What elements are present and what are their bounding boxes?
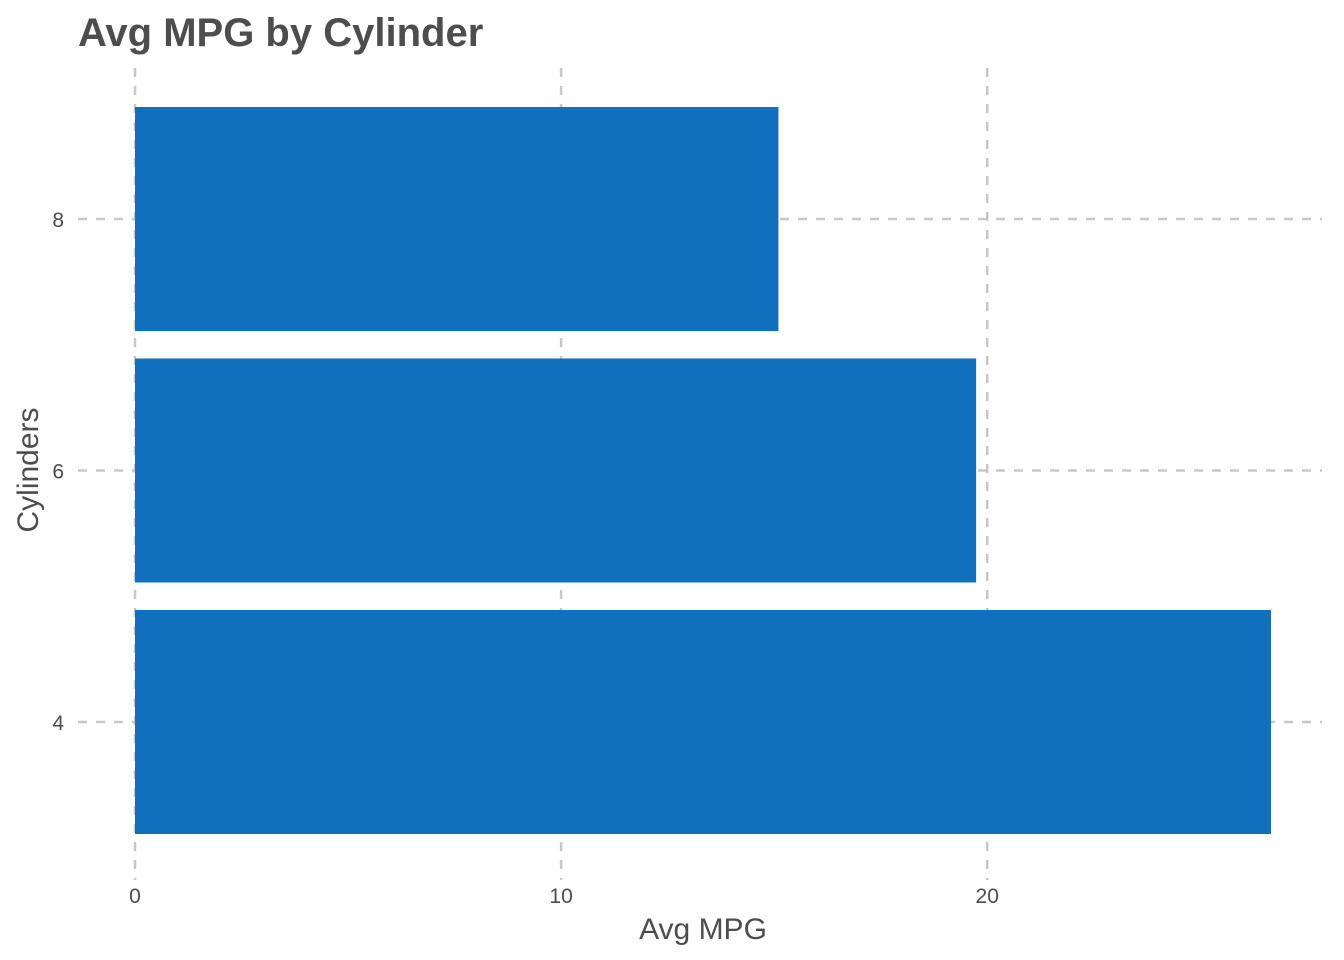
bars [135,107,1271,834]
y-tick-label: 6 [52,461,64,484]
bar-cyl-4 [135,610,1271,834]
y-tick-label: 4 [52,712,64,735]
y-tick-label: 8 [52,209,64,232]
x-tick-label: 20 [976,885,999,908]
bar-cyl-8 [135,107,779,331]
x-axis-title: Avg MPG [639,913,767,946]
y-axis-title: Cylinders [12,407,45,532]
y-axis-ticks: 4 6 8 [52,209,64,735]
x-axis-ticks: 0 10 20 [129,885,999,908]
bar-cyl-6 [135,358,977,583]
chart-title: Avg MPG by Cylinder [78,11,483,55]
x-tick-label: 10 [549,885,572,908]
x-tick-label: 0 [129,885,141,908]
